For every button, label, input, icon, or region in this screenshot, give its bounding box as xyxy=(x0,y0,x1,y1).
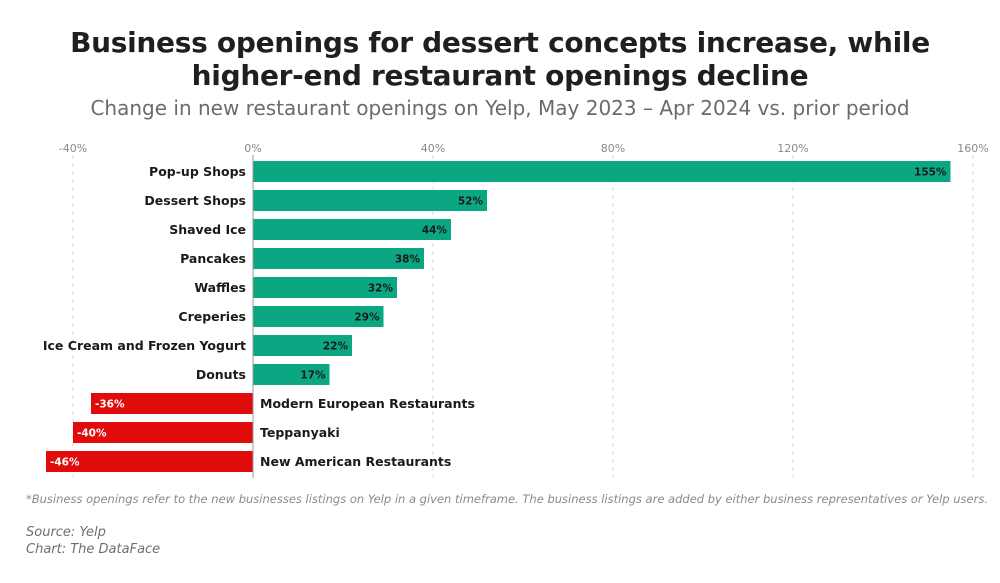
category-label: Donuts xyxy=(196,367,246,382)
data-label: -46% xyxy=(50,457,80,469)
x-tick-label: -40% xyxy=(59,142,87,155)
bar xyxy=(46,451,253,472)
category-label: Pop-up Shops xyxy=(149,164,246,179)
bar xyxy=(253,248,424,269)
source-text: Source: Yelp xyxy=(26,525,106,540)
category-label: Modern European Restaurants xyxy=(260,396,475,411)
data-label: 22% xyxy=(323,341,349,353)
category-label: Pancakes xyxy=(180,251,246,266)
data-label: 29% xyxy=(354,312,380,324)
chart-subtitle: Change in new restaurant openings on Yel… xyxy=(90,96,910,120)
data-label: 38% xyxy=(395,254,421,266)
category-label: Waffles xyxy=(194,280,246,295)
category-label: Dessert Shops xyxy=(144,193,246,208)
category-label: Teppanyaki xyxy=(260,425,340,440)
x-tick-label: 120% xyxy=(777,142,808,155)
category-label: Ice Cream and Frozen Yogurt xyxy=(43,338,246,353)
chart-title-line-1: Business openings for dessert concepts i… xyxy=(70,26,930,59)
bar xyxy=(253,161,951,182)
category-label: New American Restaurants xyxy=(260,454,451,469)
bar xyxy=(73,422,253,443)
footnote: *Business openings refer to the new busi… xyxy=(26,492,988,506)
bar xyxy=(253,219,451,240)
data-label: -40% xyxy=(77,428,107,440)
data-label: 32% xyxy=(368,283,394,295)
data-label: 17% xyxy=(300,370,326,382)
chart-title: Business openings for dessert concepts i… xyxy=(0,26,1000,92)
x-tick-label: 160% xyxy=(957,142,988,155)
bar xyxy=(253,190,487,211)
data-label: 52% xyxy=(458,196,484,208)
source-credit: Source: Yelp Chart: The DataFace xyxy=(26,524,160,558)
bar xyxy=(253,364,330,385)
data-label: 44% xyxy=(422,225,448,237)
bar xyxy=(253,335,352,356)
x-tick-label: 40% xyxy=(421,142,445,155)
data-label: -36% xyxy=(95,399,125,411)
category-label: Creperies xyxy=(178,309,246,324)
x-tick-label: 0% xyxy=(244,142,261,155)
category-label: Shaved Ice xyxy=(169,222,246,237)
credit-text: Chart: The DataFace xyxy=(26,542,161,557)
bar xyxy=(253,277,397,298)
data-label: 155% xyxy=(914,167,947,179)
chart-title-line-2: higher-end restaurant openings decline xyxy=(191,59,809,92)
bar xyxy=(253,306,384,327)
x-tick-label: 80% xyxy=(601,142,625,155)
bar xyxy=(91,393,253,414)
